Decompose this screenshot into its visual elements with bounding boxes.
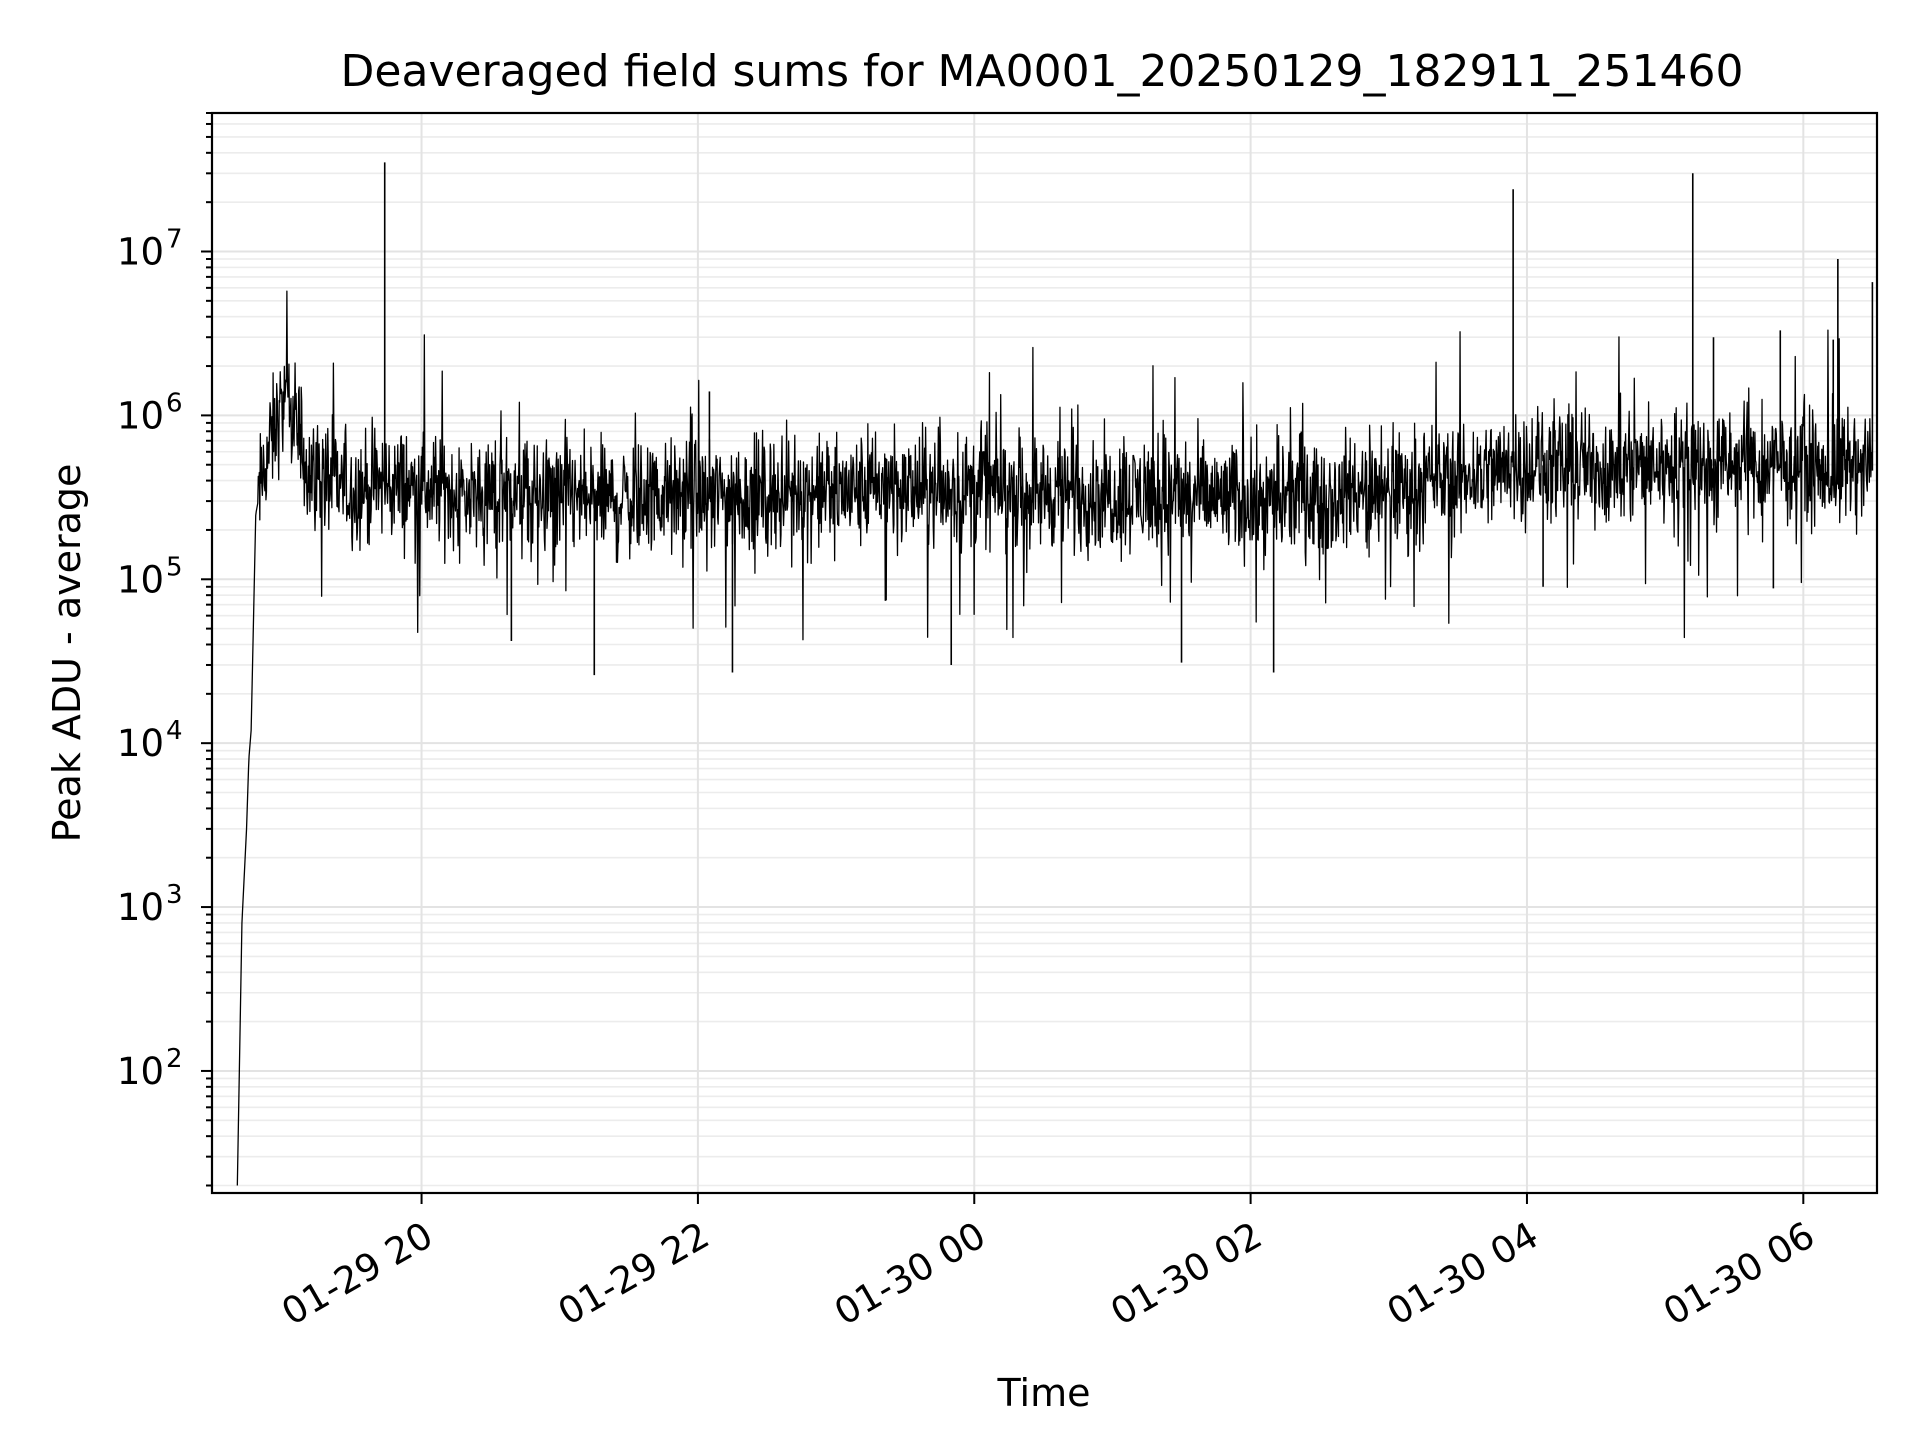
y-tick-exponent: 6 <box>166 388 183 418</box>
x-tick-label: 01-30 00 <box>827 1214 993 1334</box>
x-tick-label: 01-29 22 <box>551 1214 717 1334</box>
y-axis-label: Peak ADU - average <box>45 464 89 843</box>
series-spikes <box>383 162 1874 676</box>
x-tick-label: 01-29 20 <box>274 1214 440 1334</box>
chart-title: Deaveraged field sums for MA0001_2025012… <box>341 46 1744 97</box>
series-line <box>236 290 1874 1186</box>
y-tick-exponent: 4 <box>166 716 183 746</box>
y-tick-exponent: 2 <box>166 1044 183 1074</box>
x-axis: 01-29 20 01-29 22 01-30 00 01-30 02 01-30 04… <box>274 1193 1822 1334</box>
x-axis-label: Time <box>997 1371 1091 1415</box>
y-tick-label: 10 <box>117 394 164 437</box>
y-tick-exponent: 5 <box>166 552 183 582</box>
grid-lines <box>212 112 1877 1193</box>
y-tick-label: 10 <box>117 1050 164 1093</box>
y-tick-label: 10 <box>117 558 164 601</box>
y-tick-label: 10 <box>117 886 164 929</box>
x-tick-label: 01-30 04 <box>1380 1214 1546 1334</box>
y-tick-exponent: 3 <box>166 880 183 910</box>
x-tick-label: 01-30 02 <box>1104 1214 1270 1334</box>
y-tick-label: 10 <box>117 231 164 274</box>
x-tick-label: 01-30 06 <box>1656 1214 1822 1334</box>
y-tick-label: 10 <box>117 722 164 765</box>
plot-frame <box>210 111 1879 1195</box>
y-tick-exponent: 7 <box>166 225 183 255</box>
